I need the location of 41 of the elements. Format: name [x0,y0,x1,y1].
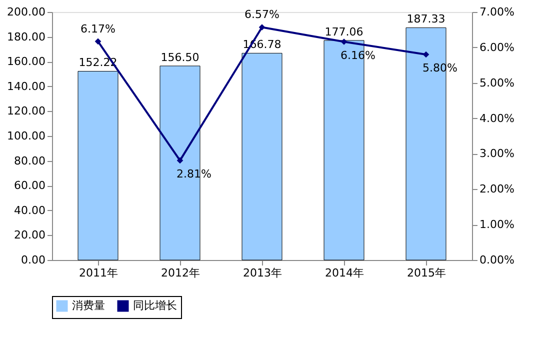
y-tick-label: 100.00 [7,130,46,142]
y2-tick-label: 4.00% [480,112,514,125]
y-tick-label: 0.00 [21,254,46,266]
y2-tick-label: 5.00% [480,76,514,90]
y-tick-label: 160.00 [7,55,46,68]
legend-label: 同比增长 [133,299,177,312]
y-tick-label: 60.00 [14,179,46,192]
point [422,51,430,58]
bar [242,52,282,260]
y2-tick-label: 6.00% [480,40,514,54]
data-label: 6.17% [80,22,116,36]
legend-label: 消费量 [72,299,105,312]
bar [78,70,118,260]
y-tick-label: 140.00 [7,80,46,93]
y2-tick-label: 2.00% [480,182,514,196]
x-tick-label: 2014年 [325,266,364,280]
x-tick-label: 2015年 [407,266,446,280]
y2-tick-label: 1.00% [480,218,514,232]
data-label: 177.06 [324,25,364,38]
data-label: 2.81% [176,167,212,180]
point [176,157,184,164]
data-label: 187.33 [406,12,446,26]
y2-tick-label: 0.00% [480,254,514,266]
y-tick-label: 180.00 [7,30,46,44]
data-label: 6.16% [340,48,376,62]
data-label: 156.50 [160,50,200,64]
point [340,38,348,45]
data-label: 5.80% [422,62,458,75]
y-tick-label: 40.00 [14,204,46,217]
point [258,24,266,30]
data-label: 6.57% [244,8,280,22]
x-tick-label: 2012年 [161,266,200,280]
x-tick-label: 2013年 [243,266,282,280]
y-tick-label: 20.00 [14,228,46,242]
point [94,38,102,45]
y-tick-label: 200.00 [7,6,46,18]
y-tick-label: 120.00 [7,104,46,118]
x-tick-label: 2011年 [79,266,118,280]
y-tick-label: 80.00 [14,154,46,168]
y2-tick-label: 7.00% [480,6,514,18]
y2-tick-label: 3.00% [480,147,514,160]
